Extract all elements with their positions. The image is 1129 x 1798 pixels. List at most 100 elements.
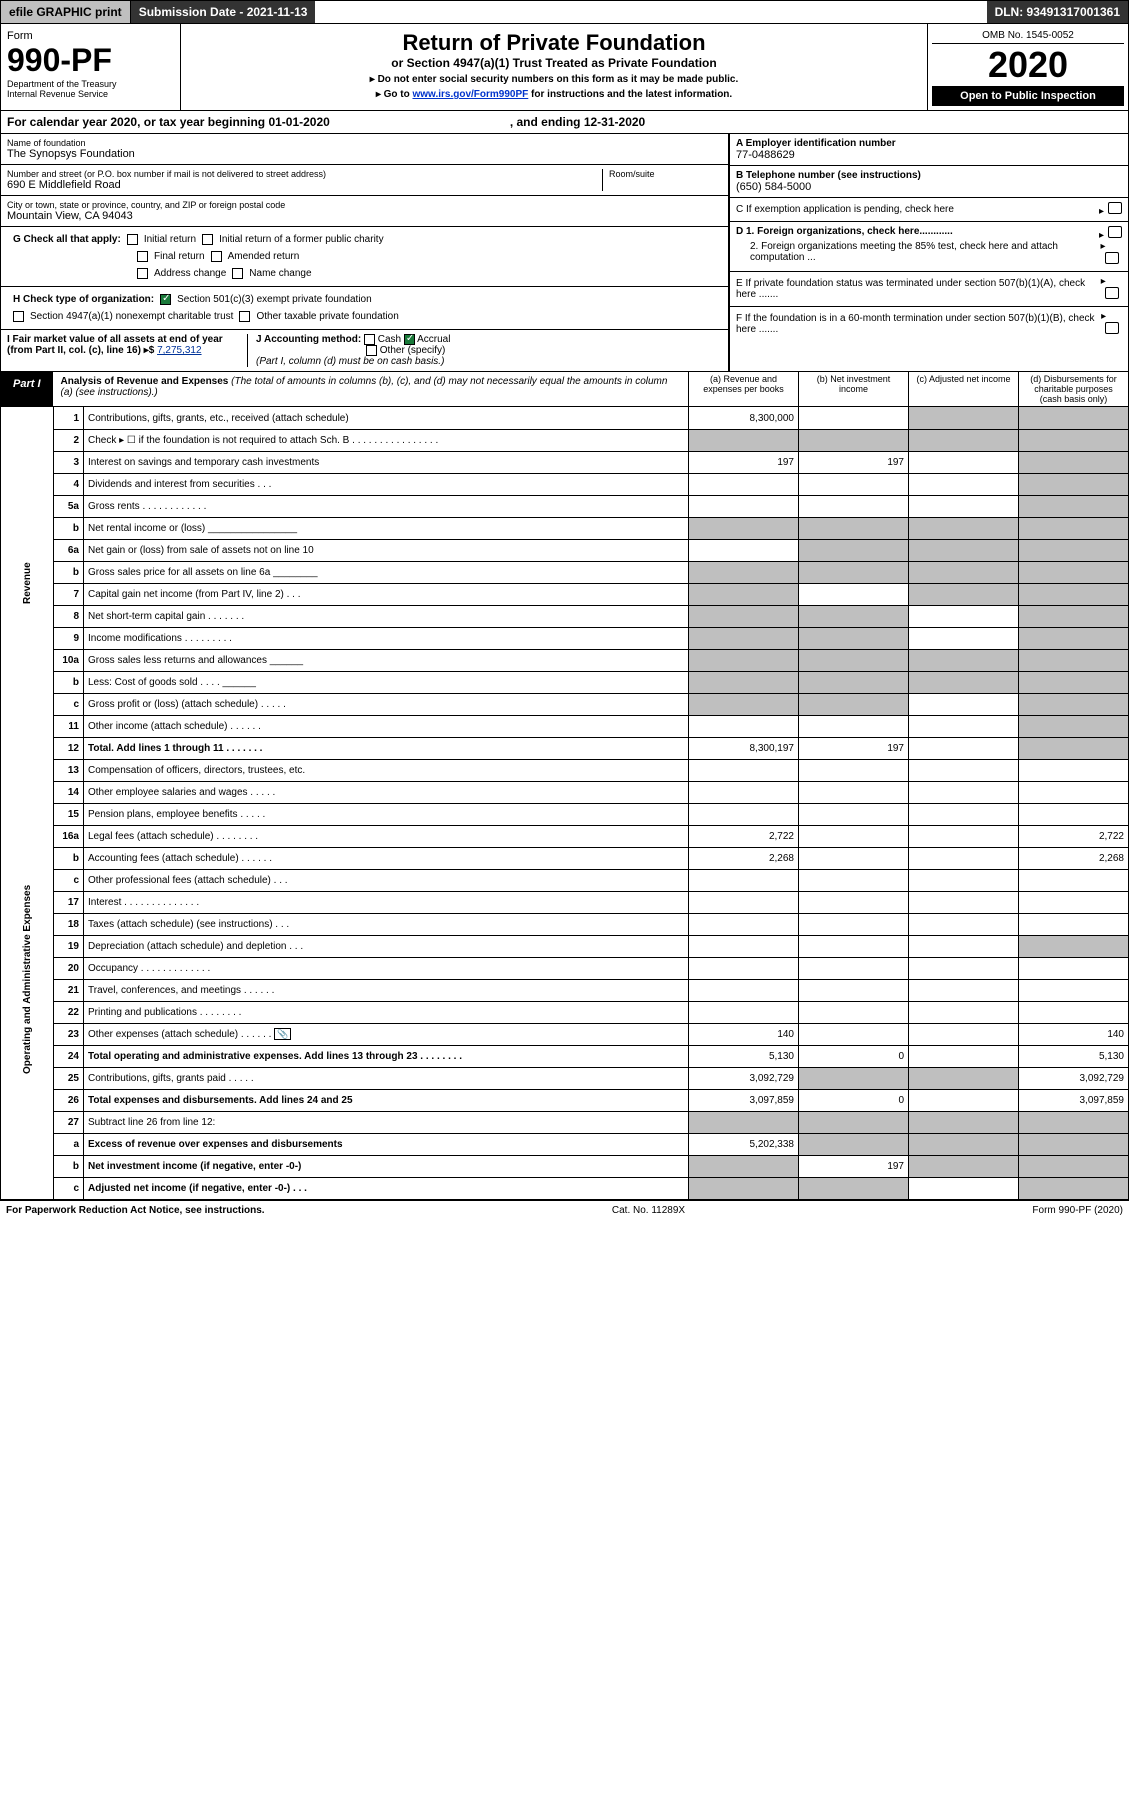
chk-final-return[interactable]: [137, 251, 148, 262]
amt-cell: 8,300,197: [689, 737, 799, 759]
amt-cell: [1019, 1111, 1129, 1133]
d2-label: 2. Foreign organizations meeting the 85%…: [736, 241, 1101, 267]
amt-cell: [909, 605, 1019, 627]
table-row: 9Income modifications . . . . . . . . .: [1, 627, 1129, 649]
amt-cell: [689, 1001, 799, 1023]
chk-d2[interactable]: [1105, 252, 1119, 264]
h-label: H Check type of organization:: [13, 294, 154, 305]
line-desc: Subtract line 26 from line 12:: [84, 1111, 689, 1133]
amt-cell: [909, 1001, 1019, 1023]
amt-cell: [799, 517, 909, 539]
amt-cell: [1019, 957, 1129, 979]
amt-cell: [689, 693, 799, 715]
line-num: b: [54, 847, 84, 869]
amt-cell: [689, 1177, 799, 1199]
amt-cell: 5,130: [1019, 1045, 1129, 1067]
amt-cell: [1019, 693, 1129, 715]
amt-cell: [689, 957, 799, 979]
chk-other-method[interactable]: [366, 345, 377, 356]
line-desc: Other income (attach schedule) . . . . .…: [84, 715, 689, 737]
amt-cell: [909, 825, 1019, 847]
table-row: 10aGross sales less returns and allowanc…: [1, 649, 1129, 671]
amt-cell: [1019, 539, 1129, 561]
table-row: 20Occupancy . . . . . . . . . . . . .: [1, 957, 1129, 979]
amt-cell: 0: [799, 1089, 909, 1111]
line-num: 7: [54, 583, 84, 605]
table-row: bNet investment income (if negative, ent…: [1, 1155, 1129, 1177]
amt-cell: [799, 495, 909, 517]
line-num: 8: [54, 605, 84, 627]
amt-cell: [909, 935, 1019, 957]
table-row: 21Travel, conferences, and meetings . . …: [1, 979, 1129, 1001]
chk-d1[interactable]: [1108, 226, 1122, 238]
chk-initial-return[interactable]: [127, 234, 138, 245]
amt-cell: [799, 869, 909, 891]
amt-cell: [689, 1155, 799, 1177]
amt-cell: [799, 715, 909, 737]
amt-cell: 197: [799, 1155, 909, 1177]
line-desc: Gross sales less returns and allowances …: [84, 649, 689, 671]
chk-amended-return[interactable]: [211, 251, 222, 262]
amt-cell: [1019, 517, 1129, 539]
line-desc: Less: Cost of goods sold . . . . ______: [84, 671, 689, 693]
amt-cell: [689, 627, 799, 649]
line-desc: Net investment income (if negative, ente…: [84, 1155, 689, 1177]
amt-cell: [1019, 1177, 1129, 1199]
c-label: C If exemption application is pending, c…: [736, 204, 954, 215]
amt-cell: [689, 1111, 799, 1133]
amt-cell: [689, 671, 799, 693]
efile-print-btn[interactable]: efile GRAPHIC print: [1, 1, 131, 23]
amt-cell: [799, 1111, 909, 1133]
amt-cell: 2,722: [689, 825, 799, 847]
tel-value: (650) 584-5000: [736, 181, 1122, 193]
line-desc: Other professional fees (attach schedule…: [84, 869, 689, 891]
amt-cell: [799, 825, 909, 847]
line-desc: Capital gain net income (from Part IV, l…: [84, 583, 689, 605]
tel-label: B Telephone number (see instructions): [736, 170, 1122, 181]
amt-cell: [689, 759, 799, 781]
line-desc: Travel, conferences, and meetings . . . …: [84, 979, 689, 1001]
chk-501c3[interactable]: [160, 294, 171, 305]
chk-address-change[interactable]: [137, 268, 148, 279]
line-num: 3: [54, 451, 84, 473]
chk-name-change[interactable]: [232, 268, 243, 279]
amt-cell: [909, 869, 1019, 891]
amt-cell: [909, 495, 1019, 517]
amt-cell: [1019, 671, 1129, 693]
amt-cell: [1019, 583, 1129, 605]
chk-initial-former[interactable]: [202, 234, 213, 245]
amt-cell: 197: [799, 451, 909, 473]
amt-cell: [799, 979, 909, 1001]
chk-accrual[interactable]: [404, 334, 415, 345]
table-row: 6aNet gain or (loss) from sale of assets…: [1, 539, 1129, 561]
chk-4947a1[interactable]: [13, 311, 24, 322]
amt-cell: 140: [1019, 1023, 1129, 1045]
amt-cell: [909, 671, 1019, 693]
chk-e[interactable]: [1105, 287, 1119, 299]
form990pf-link[interactable]: www.irs.gov/Form990PF: [413, 89, 529, 100]
amt-cell: [909, 781, 1019, 803]
col-a-hdr: (a) Revenue and expenses per books: [688, 372, 798, 406]
line-desc: Excess of revenue over expenses and disb…: [84, 1133, 689, 1155]
table-row: 17Interest . . . . . . . . . . . . . .: [1, 891, 1129, 913]
line-num: 9: [54, 627, 84, 649]
line-num: b: [54, 561, 84, 583]
line-desc: Legal fees (attach schedule) . . . . . .…: [84, 825, 689, 847]
line-desc: Compensation of officers, directors, tru…: [84, 759, 689, 781]
amt-cell: [909, 847, 1019, 869]
chk-other-taxable[interactable]: [239, 311, 250, 322]
col-b-hdr: (b) Net investment income: [798, 372, 908, 406]
table-row: 22Printing and publications . . . . . . …: [1, 1001, 1129, 1023]
line-desc: Total. Add lines 1 through 11 . . . . . …: [84, 737, 689, 759]
amt-cell: [909, 429, 1019, 451]
chk-f[interactable]: [1105, 322, 1119, 334]
chk-cash[interactable]: [364, 334, 375, 345]
line-num: 23: [54, 1023, 84, 1045]
amt-cell: [799, 561, 909, 583]
amt-cell: 3,097,859: [1019, 1089, 1129, 1111]
line-desc: Total expenses and disbursements. Add li…: [84, 1089, 689, 1111]
amt-cell: [909, 649, 1019, 671]
chk-c[interactable]: [1108, 202, 1122, 214]
paperwork-notice: For Paperwork Reduction Act Notice, see …: [6, 1205, 265, 1216]
amt-cell: [1019, 627, 1129, 649]
